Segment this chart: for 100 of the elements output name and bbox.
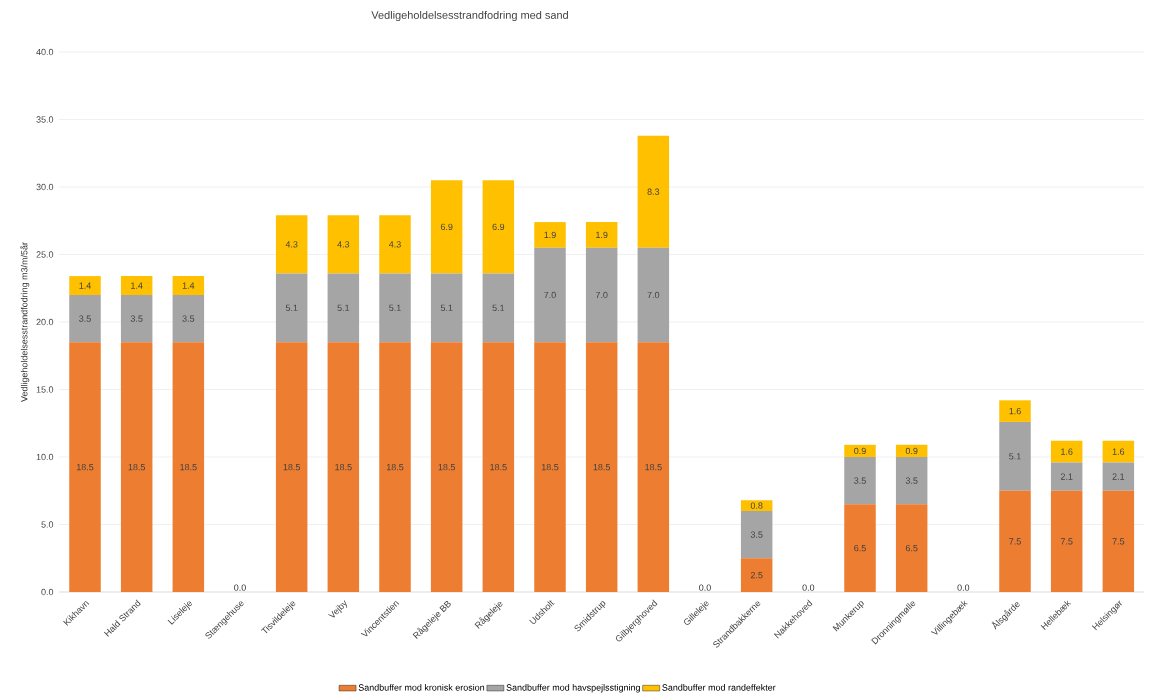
data-label: 5.1 [440,304,453,311]
bar [172,276,205,295]
data-label: 18.5 [180,463,197,471]
bar [1102,462,1135,491]
y-tick-label: 40.0 [36,48,54,56]
data-label: 5.1 [1009,453,1021,460]
bar [482,273,515,343]
bar [1102,440,1135,463]
data-label: 0.9 [905,447,918,455]
data-label: 5.1 [389,304,401,311]
bar [895,504,928,592]
bar [430,273,463,343]
bar [172,295,205,343]
data-label: 7.0 [647,291,660,299]
y-tick-label: 5.0 [41,521,54,528]
data-label: 8.3 [647,188,660,195]
legend-label: Sandbuffer mod havspejlsstigning [506,684,640,693]
legend-label: Sandbuffer mod randeffekter [662,684,776,691]
data-label: 4.3 [388,241,401,248]
data-label: 7.5 [1112,538,1125,545]
bar [69,295,101,343]
data-label: 1.9 [596,231,608,239]
bar [120,342,153,592]
bar [120,295,153,343]
data-label: 18.5 [490,463,507,471]
y-tick-label: 25.0 [36,251,54,258]
bar [534,247,566,343]
data-label: 5.1 [285,304,298,311]
data-label: 3.5 [854,477,866,484]
y-tick-label: 0.0 [41,588,54,596]
bar [999,490,1031,592]
bar [740,500,773,511]
bar [585,247,618,343]
y-tick-label: 15.0 [36,386,54,393]
data-label: 18.5 [128,463,146,471]
bar [895,457,928,505]
data-label: 0.0 [957,584,970,591]
data-label: 1.4 [131,282,143,289]
data-label: 2.5 [750,571,763,579]
data-label: 18.5 [283,463,301,471]
bar [534,342,566,592]
data-label: 5.1 [337,304,350,311]
data-label: 6.5 [854,544,866,552]
bar [740,511,773,559]
y-tick-label: 35.0 [36,116,54,123]
data-label: 0.0 [802,584,815,591]
bar [172,342,205,592]
data-label: 18.5 [593,463,611,471]
bar [895,444,928,457]
data-label: 4.3 [337,241,350,248]
data-label: 18.5 [438,463,456,471]
data-label: 6.9 [440,223,453,230]
data-label: 3.5 [79,315,91,322]
bar [275,215,308,274]
data-label: 7.0 [544,291,556,299]
data-label: 3.5 [750,531,763,538]
data-label: 7.0 [595,291,608,299]
bar [430,342,463,592]
data-label: 7.5 [1060,538,1073,545]
data-label: 0.9 [854,447,866,455]
data-label: 18.5 [645,463,662,471]
data-label: 1.6 [1061,448,1073,455]
data-label: 7.5 [1009,538,1021,545]
data-label: 0.0 [699,584,711,591]
bar [1102,490,1135,592]
bar [379,215,411,274]
data-label: 1.6 [1112,448,1125,455]
legend-label: Sandbuffer mod kronisk erosion [358,684,485,691]
bar [69,342,101,592]
y-tick-label: 20.0 [36,318,54,326]
data-label: 6.9 [492,223,505,230]
data-label: 2.1 [1060,473,1073,480]
y-tick-label: 10.0 [36,453,54,461]
bar [844,457,876,505]
data-label: 3.5 [905,477,918,484]
bar [585,342,618,592]
bar [327,215,360,274]
data-label: 2.1 [1112,473,1125,480]
data-label: 0.8 [750,502,763,509]
bar [327,342,360,592]
bar [637,247,670,343]
bar [482,180,515,274]
bar [482,342,515,592]
chart-title: Vedligeholdelsesstrandfodring med sand [371,10,568,22]
data-label: 18.5 [541,463,559,471]
data-label: 3.5 [130,315,143,322]
bar [379,273,411,343]
data-label: 1.4 [182,282,195,289]
data-label: 5.1 [492,304,505,311]
data-label: 6.5 [905,544,918,552]
bar [327,273,360,343]
data-label: 1.4 [79,282,91,289]
bar [844,444,876,457]
bar [999,421,1031,491]
bar [637,135,670,248]
bar [275,273,308,343]
data-label: 18.5 [386,463,404,471]
bar [999,400,1031,422]
data-label: 0.0 [234,584,246,591]
bar [1050,490,1083,592]
